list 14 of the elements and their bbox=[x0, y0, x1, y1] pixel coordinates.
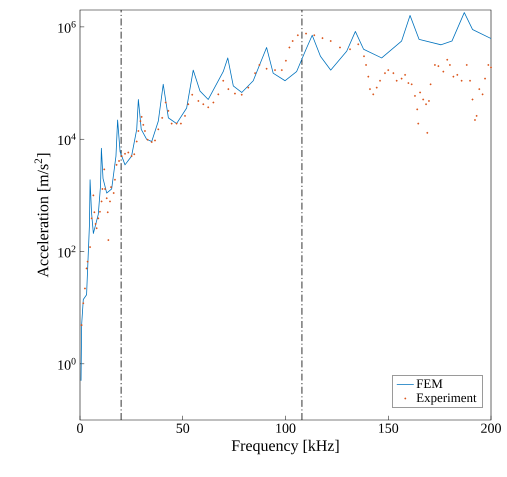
legend-label: FEM bbox=[416, 379, 442, 388]
x-tick-label: 50 bbox=[176, 424, 190, 433]
y-tick-label: 10$^{6}$ bbox=[58, 20, 76, 33]
line-series bbox=[80, 12, 492, 382]
x-tick-label: 0 bbox=[77, 424, 83, 433]
y-axis-title: Acceleration [m/s$^{2}$] bbox=[34, 154, 50, 278]
x-tick-label: 200 bbox=[481, 424, 501, 433]
y-tick-label: 10$^{2}$ bbox=[58, 246, 76, 258]
x-tick-label: 150 bbox=[379, 424, 398, 433]
x-tick-label: 100 bbox=[276, 424, 296, 433]
y-tick-label: 10$^{0}$ bbox=[58, 358, 76, 370]
y-tick-label: 10$^{4}$ bbox=[58, 133, 76, 146]
legend-label: Experiment bbox=[416, 393, 477, 405]
x-axis-title: Frequency [kHz] bbox=[232, 440, 339, 454]
